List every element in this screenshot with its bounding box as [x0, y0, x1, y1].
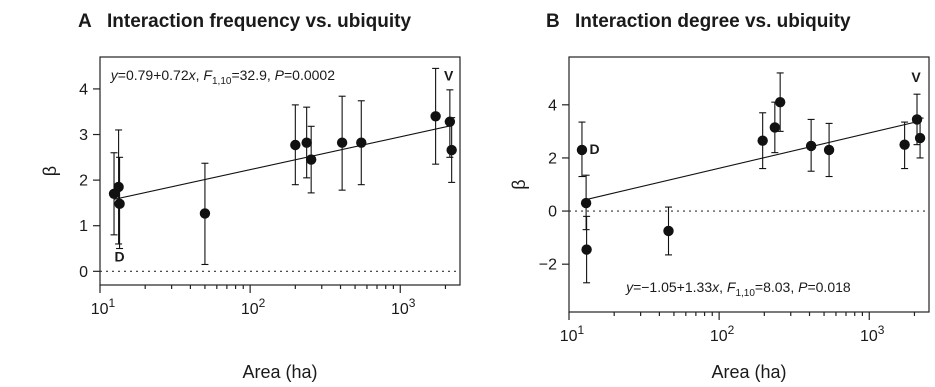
x-tick-label: 103 [391, 296, 416, 318]
point-annotation: D [589, 141, 599, 157]
data-point [114, 198, 125, 210]
data-point [305, 154, 317, 165]
point-annotation: V [911, 69, 921, 85]
data-point [774, 96, 786, 108]
data-point [663, 225, 674, 237]
panel-a: A Interaction frequency vs. ubiquity 0 1 2 3 4… [40, 11, 461, 382]
data-point [823, 144, 835, 156]
data-point [444, 116, 456, 127]
fit-equation: y=−1.05+1.33x, F1,10=8.03, P=0.018 [625, 279, 851, 299]
point-annotation: V [444, 68, 454, 84]
data-point [769, 122, 781, 133]
data-point [356, 137, 367, 148]
y-tick-label: 0 [79, 264, 88, 281]
x-axis-label: Area (ha) [711, 362, 786, 382]
data-point [911, 114, 923, 125]
chart-title: Interaction degree vs. ubiquity [575, 11, 851, 32]
data-point [199, 208, 211, 219]
data-point [290, 139, 301, 151]
plot-frame [568, 56, 930, 313]
data-point [581, 244, 592, 255]
data-point [580, 197, 592, 209]
data-point [430, 111, 441, 122]
x-tick-label: 102 [710, 323, 735, 345]
data-point [757, 135, 768, 146]
data-point [899, 139, 910, 150]
chart-title: Interaction frequency vs. ubiquity [107, 11, 411, 32]
y-tick-label: 2 [548, 150, 557, 167]
y-axis-label: β [40, 166, 60, 176]
y-tick-label: 1 [79, 218, 88, 235]
panel-letter: A [78, 11, 92, 32]
data-point [446, 144, 457, 156]
panel-letter: B [546, 11, 560, 32]
x-tick-label: 101 [91, 296, 116, 318]
data-point [336, 137, 348, 148]
x-tick-label: 101 [560, 323, 585, 345]
y-tick-label: 2 [79, 173, 88, 190]
y-axis-label: β [509, 179, 529, 189]
data-point [914, 132, 926, 144]
data-point [113, 181, 124, 193]
plot-frame [99, 56, 461, 286]
data-point [301, 137, 312, 148]
regression-line [581, 120, 921, 202]
regression-line [113, 125, 452, 200]
y-tick-label: −2 [539, 257, 557, 274]
x-tick-label: 102 [241, 296, 266, 318]
panel-b: B Interaction degree vs. ubiquity −2 0 2 4 101… [509, 11, 930, 382]
data-point [805, 140, 817, 152]
x-axis-label: Area (ha) [242, 362, 317, 382]
y-tick-label: 4 [548, 97, 557, 114]
y-tick-label: 4 [79, 81, 88, 98]
point-annotation: D [115, 248, 125, 264]
data-point [576, 144, 588, 156]
fit-equation: y=0.79+0.72x, F1,10=32.9, P=0.0002 [110, 67, 335, 87]
y-tick-label: 0 [548, 204, 557, 221]
x-tick-label: 103 [860, 323, 885, 345]
y-tick-label: 3 [79, 127, 88, 144]
